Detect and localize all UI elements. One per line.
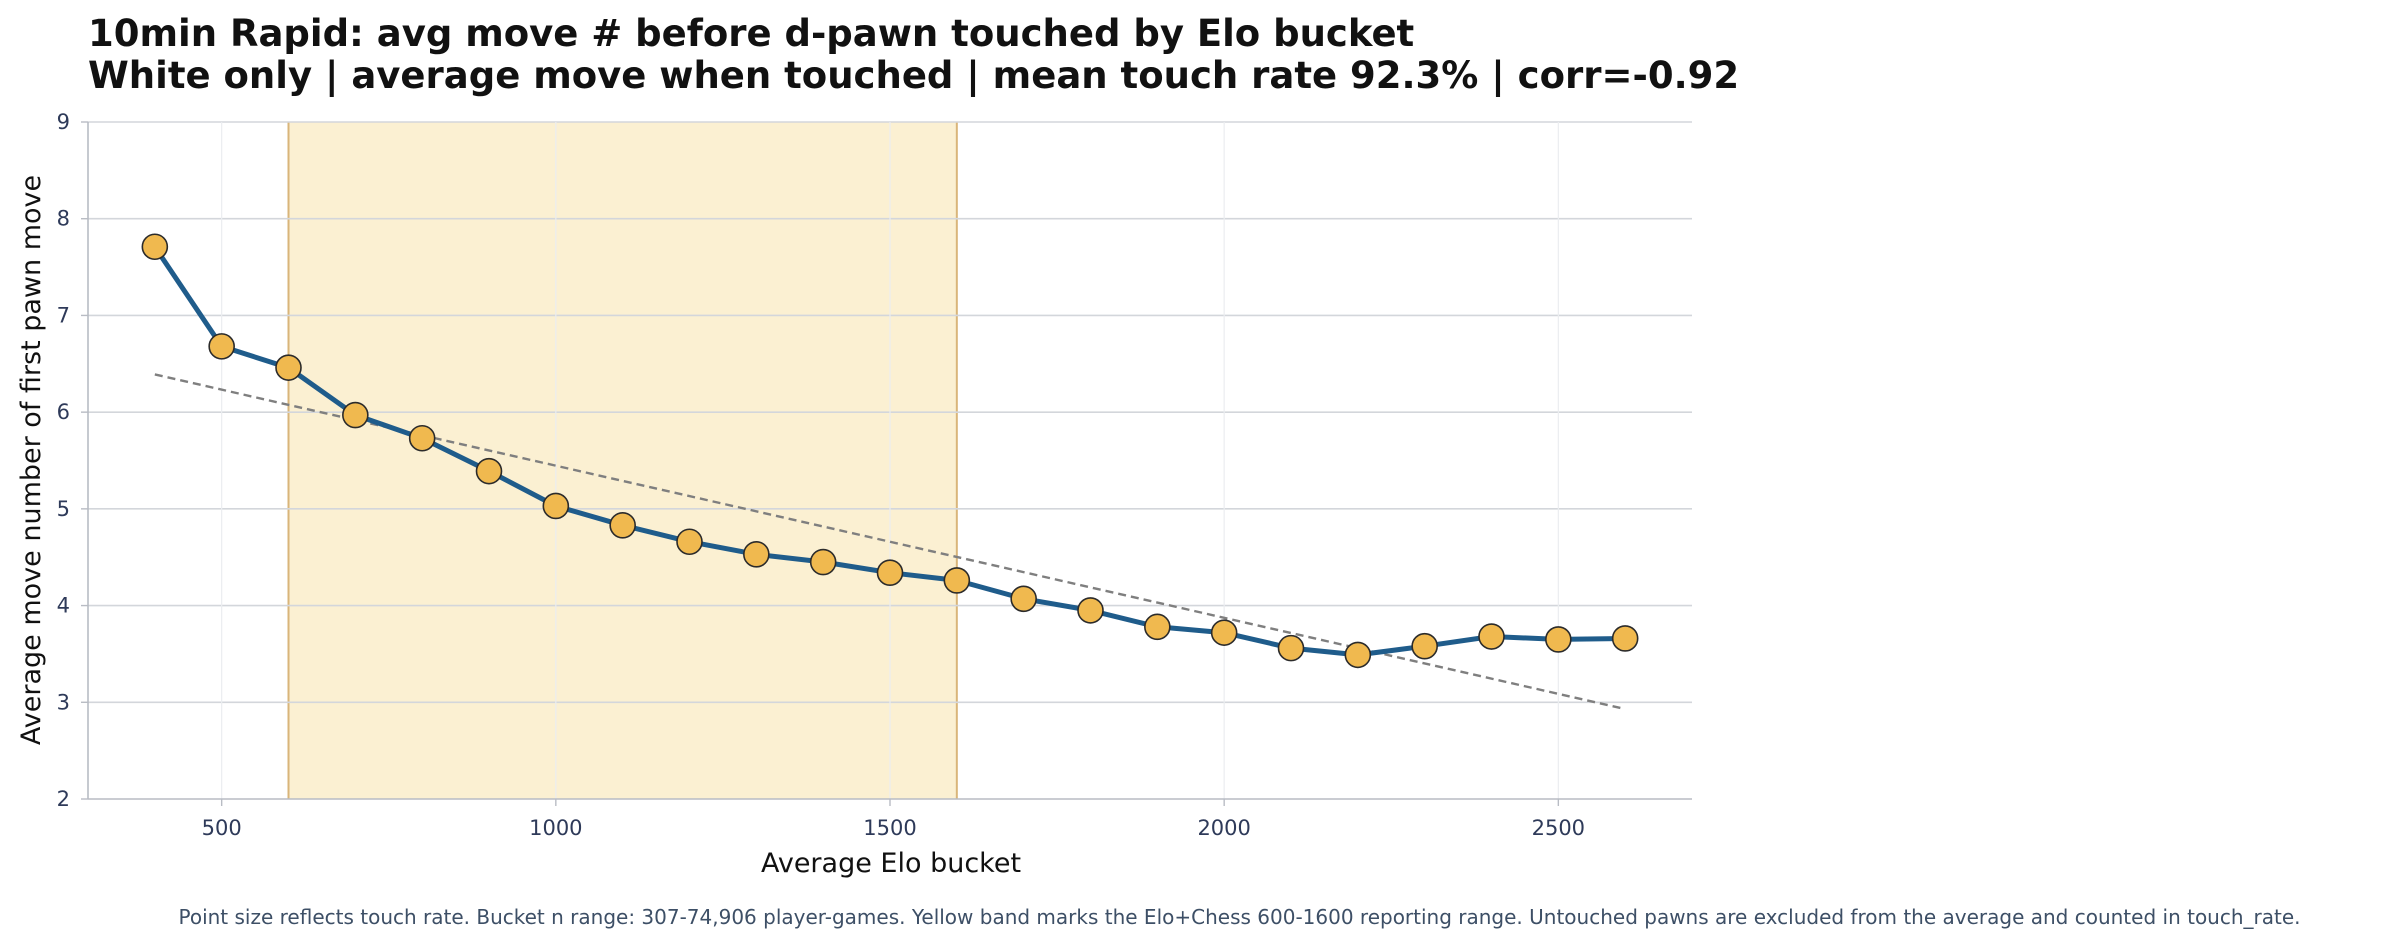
data-point [542, 492, 570, 520]
data-point [609, 511, 636, 539]
x-tick-label: 2500 [1532, 816, 1585, 840]
y-tick-label: 7 [57, 303, 70, 327]
y-axis-label: Average move number of first pawn move [16, 175, 47, 745]
data-point [1411, 632, 1438, 660]
data-point [743, 541, 770, 568]
x-tick-label: 1500 [863, 816, 916, 840]
y-tick-label: 2 [57, 787, 70, 811]
y-tick-label: 4 [57, 594, 70, 618]
data-point [1277, 634, 1305, 662]
data-point [342, 401, 369, 429]
markers [141, 233, 1639, 669]
footnote-text: Point size reflects touch rate. Bucket n… [178, 905, 2301, 929]
data-point [275, 354, 302, 381]
data-point [1344, 641, 1372, 669]
tick-labels: 2 3 4 5 6 7 8 9 500 1000 1500 2000 2500 [57, 110, 1585, 840]
data-point [1545, 626, 1572, 653]
data-point [1144, 613, 1171, 641]
data-point [943, 567, 971, 594]
y-tick-label: 3 [57, 690, 70, 714]
band-fill [288, 122, 957, 799]
y-tick-label: 6 [57, 400, 70, 424]
x-axis-label: Average Elo bucket [761, 848, 1021, 879]
x-tick-label: 1000 [529, 816, 582, 840]
data-point [1611, 625, 1639, 652]
data-point [1478, 623, 1505, 650]
y-tick-label: 5 [57, 497, 70, 521]
chart-title: 10min Rapid: avg move # before d-pawn to… [88, 12, 1414, 55]
data-point [676, 528, 703, 556]
data-point [1010, 585, 1037, 613]
data-point [408, 424, 436, 452]
y-tick-label: 9 [57, 110, 70, 134]
data-point [876, 559, 904, 586]
data-point [208, 333, 235, 360]
data-point [141, 233, 169, 261]
data-point [1210, 619, 1238, 646]
y-tick-label: 8 [57, 207, 70, 231]
data-point [809, 548, 837, 576]
data-point [475, 457, 503, 485]
data-point [1077, 597, 1104, 624]
highlight-band [287, 122, 958, 799]
chart-subtitle: White only | average move when touched |… [88, 54, 1739, 97]
x-tick-label: 2000 [1197, 816, 1250, 840]
footnote: Point size reflects touch rate. Bucket n… [0, 905, 2394, 929]
x-tick-label: 500 [202, 816, 242, 840]
